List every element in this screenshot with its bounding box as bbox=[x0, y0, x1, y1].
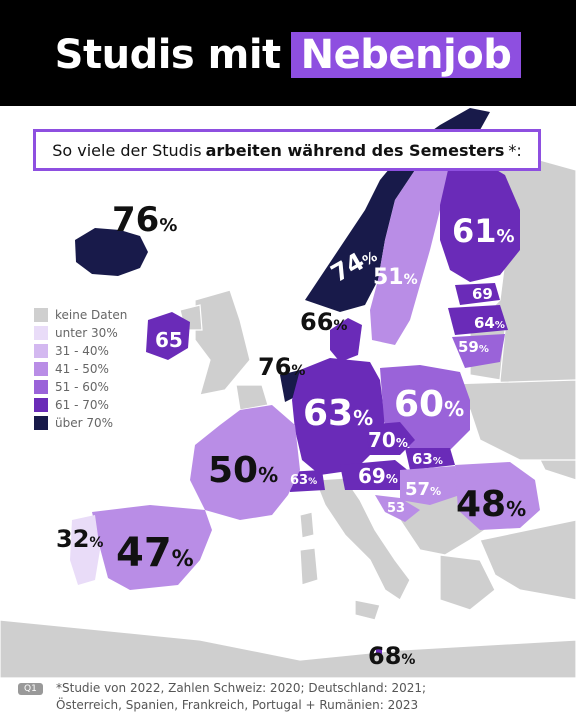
label-ireland: 65 bbox=[155, 328, 183, 352]
legend-label: unter 30% bbox=[55, 326, 118, 340]
label-lithuania: 59% bbox=[458, 338, 489, 356]
legend-item: 51 - 60% bbox=[34, 378, 127, 396]
label-czechia: 70% bbox=[368, 428, 408, 452]
slovakia-shape bbox=[405, 448, 455, 470]
label-latvia: 64% bbox=[474, 314, 505, 332]
label-germany: 63% bbox=[303, 393, 374, 434]
footnote-line-2: Österreich, Spanien, Frankreich, Portuga… bbox=[56, 698, 419, 712]
subtitle-box: So viele der Studis arbeiten während des… bbox=[33, 129, 541, 171]
label-malta: 68% bbox=[368, 642, 416, 670]
label-croatia: 53 bbox=[387, 501, 406, 516]
label-estonia: 69 bbox=[472, 285, 493, 303]
legend-item: über 70% bbox=[34, 414, 127, 432]
ireland-shape bbox=[146, 312, 190, 360]
malta-shape bbox=[376, 648, 382, 654]
title-text: Studis mit bbox=[54, 32, 282, 78]
label-austria: 69% bbox=[358, 464, 398, 488]
label-sweden: 51% bbox=[373, 265, 418, 290]
legend-swatch bbox=[34, 362, 48, 376]
footnote: *Studie von 2022, Zahlen Schweiz: 2020; … bbox=[56, 680, 426, 714]
latvia-shape bbox=[448, 305, 508, 335]
portugal-shape bbox=[70, 515, 100, 585]
label-netherlands: 76% bbox=[258, 353, 306, 381]
legend-label: 31 - 40% bbox=[55, 344, 109, 358]
legend: keine Daten unter 30% 31 - 40% 41 - 50% 51 -… bbox=[34, 306, 127, 432]
norway-shape bbox=[305, 108, 490, 312]
estonia-shape bbox=[455, 283, 500, 305]
legend-label: 61 - 70% bbox=[55, 398, 109, 412]
legend-label: keine Daten bbox=[55, 308, 128, 322]
label-denmark: 66% bbox=[300, 308, 348, 336]
denmark-shape bbox=[330, 318, 362, 362]
iceland-shape bbox=[75, 228, 148, 276]
label-finland: 61% bbox=[452, 212, 515, 250]
label-switzerland: 63% bbox=[290, 473, 318, 488]
label-spain: 47% bbox=[116, 530, 194, 576]
legend-swatch bbox=[34, 380, 48, 394]
q1-badge: Q1 bbox=[18, 683, 43, 695]
legend-label: 51 - 60% bbox=[55, 380, 109, 394]
footnote-line-1: *Studie von 2022, Zahlen Schweiz: 2020; … bbox=[56, 681, 427, 695]
legend-swatch bbox=[34, 398, 48, 412]
germany-shape bbox=[292, 358, 385, 475]
hungary-shape bbox=[400, 466, 460, 505]
label-portugal: 32% bbox=[56, 525, 104, 553]
croatia-shape bbox=[375, 495, 420, 522]
legend-item: 31 - 40% bbox=[34, 342, 127, 360]
legend-swatch bbox=[34, 344, 48, 358]
legend-item: unter 30% bbox=[34, 324, 127, 342]
legend-swatch bbox=[34, 416, 48, 430]
legend-label: über 70% bbox=[55, 416, 114, 430]
label-poland: 60% bbox=[394, 384, 465, 425]
czechia-shape bbox=[365, 422, 415, 455]
subtitle-bold: arbeiten während des Semesters bbox=[205, 140, 505, 160]
lithuania-shape bbox=[452, 334, 505, 368]
sweden-shape bbox=[370, 150, 450, 345]
legend-item: 61 - 70% bbox=[34, 396, 127, 414]
romania-shape bbox=[455, 462, 540, 530]
label-france: 50% bbox=[208, 450, 279, 491]
austria-shape bbox=[340, 460, 410, 490]
page-title: Studis mit Nebenjob bbox=[0, 32, 576, 78]
legend-label: 41 - 50% bbox=[55, 362, 109, 376]
spain-shape bbox=[92, 505, 212, 590]
label-romania: 48% bbox=[456, 484, 527, 525]
legend-item: keine Daten bbox=[34, 306, 127, 324]
europe-map bbox=[0, 106, 576, 678]
legend-swatch bbox=[34, 308, 48, 322]
label-slovakia: 63% bbox=[412, 450, 443, 468]
france-shape bbox=[190, 405, 300, 520]
label-iceland: 76% bbox=[112, 200, 178, 240]
subtitle-post: *: bbox=[508, 140, 522, 160]
legend-swatch bbox=[34, 326, 48, 340]
finland-shape bbox=[440, 160, 520, 282]
title-highlight: Nebenjob bbox=[290, 32, 522, 78]
legend-item: 41 - 50% bbox=[34, 360, 127, 378]
label-hungary: 57% bbox=[405, 479, 442, 500]
subtitle-pre: So viele der Studis bbox=[52, 140, 202, 160]
